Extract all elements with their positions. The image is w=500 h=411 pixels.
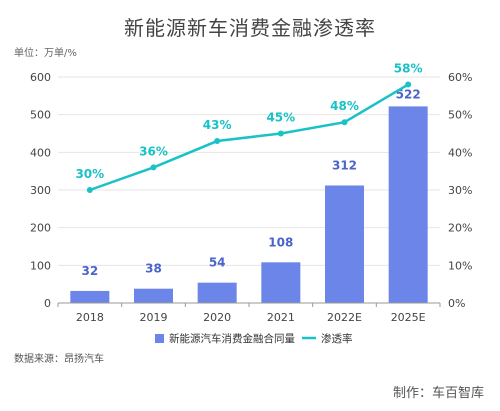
bar-series: 32 38 54 108 312 522 bbox=[70, 87, 428, 303]
bar-value-label: 38 bbox=[145, 262, 162, 276]
bar bbox=[388, 106, 428, 303]
bar bbox=[70, 290, 110, 303]
line-point bbox=[341, 119, 348, 126]
chart-title: 新能源新车消费金融渗透率 bbox=[124, 16, 376, 40]
line-value-label: 48% bbox=[330, 99, 359, 113]
y-tick-right: 0% bbox=[448, 297, 465, 310]
bar-value-label: 54 bbox=[209, 256, 226, 270]
line-value-label: 45% bbox=[266, 111, 295, 125]
legend: 新能源汽车消费金融合同量 渗透率 bbox=[155, 332, 353, 345]
line-value-label: 30% bbox=[75, 167, 104, 181]
y-tick-left: 200 bbox=[30, 222, 51, 235]
grid-lines bbox=[58, 76, 440, 266]
x-tick-label: 2018 bbox=[76, 311, 104, 324]
bar bbox=[134, 288, 173, 303]
bar-value-label: 522 bbox=[396, 87, 421, 101]
bar-value-label: 108 bbox=[268, 235, 293, 249]
y-tick-left: 300 bbox=[30, 184, 51, 197]
bar bbox=[197, 282, 237, 303]
data-source: 数据来源：昂扬汽车 bbox=[14, 354, 104, 365]
x-tick-label: 2022E bbox=[327, 311, 362, 324]
line-point bbox=[86, 187, 93, 193]
y-tick-right: 50% bbox=[448, 109, 472, 122]
x-axis: 2018 2019 2020 2021 2022E 2025E bbox=[57, 302, 441, 324]
y-tick-right: 40% bbox=[448, 146, 472, 159]
penetration-line bbox=[89, 83, 409, 192]
legend-bar-label: 新能源汽车消费金融合同量 bbox=[169, 332, 295, 345]
x-tick-label: 2021 bbox=[267, 311, 295, 324]
bar-value-label: 32 bbox=[81, 264, 98, 278]
y-tick-left: 100 bbox=[30, 259, 51, 272]
line-point bbox=[277, 130, 284, 137]
x-tick-label: 2020 bbox=[203, 311, 231, 324]
line-value-label: 43% bbox=[203, 118, 232, 132]
line-value-label: 36% bbox=[139, 144, 168, 158]
line-value-label: 58% bbox=[394, 62, 423, 76]
unit-label: 单位：万单/% bbox=[14, 48, 77, 59]
y-tick-right: 30% bbox=[448, 184, 472, 197]
bar-value-label: 312 bbox=[332, 158, 357, 172]
y-tick-right: 20% bbox=[448, 222, 472, 235]
y-axis-right: 0% 10% 20% 30% 40% 50% 60% bbox=[448, 71, 472, 310]
x-tick-label: 2019 bbox=[140, 311, 168, 324]
bar bbox=[325, 185, 364, 303]
line-series: 30% 36% 43% 45% 48% 58% bbox=[75, 62, 423, 193]
bar bbox=[261, 262, 301, 303]
line-point bbox=[405, 81, 412, 88]
legend-bar-swatch bbox=[155, 334, 164, 343]
y-tick-left: 600 bbox=[30, 71, 51, 84]
legend-line-label: 渗透率 bbox=[321, 332, 353, 345]
combo-chart: 0 100 200 300 400 500 600 0% 10% 20% 30% 40% 50% 60%… bbox=[30, 62, 472, 345]
y-tick-right: 60% bbox=[448, 71, 472, 84]
line-point bbox=[214, 138, 221, 145]
y-axis-left: 0 100 200 300 400 500 600 bbox=[30, 71, 51, 310]
x-tick-label: 2025E bbox=[391, 311, 426, 324]
line-point bbox=[150, 164, 157, 171]
y-tick-left: 0 bbox=[44, 297, 51, 310]
y-tick-left: 400 bbox=[30, 146, 51, 159]
maker-credit: 制作：车百智库 bbox=[392, 386, 484, 401]
y-tick-right: 10% bbox=[448, 259, 472, 272]
y-tick-left: 500 bbox=[30, 109, 51, 122]
